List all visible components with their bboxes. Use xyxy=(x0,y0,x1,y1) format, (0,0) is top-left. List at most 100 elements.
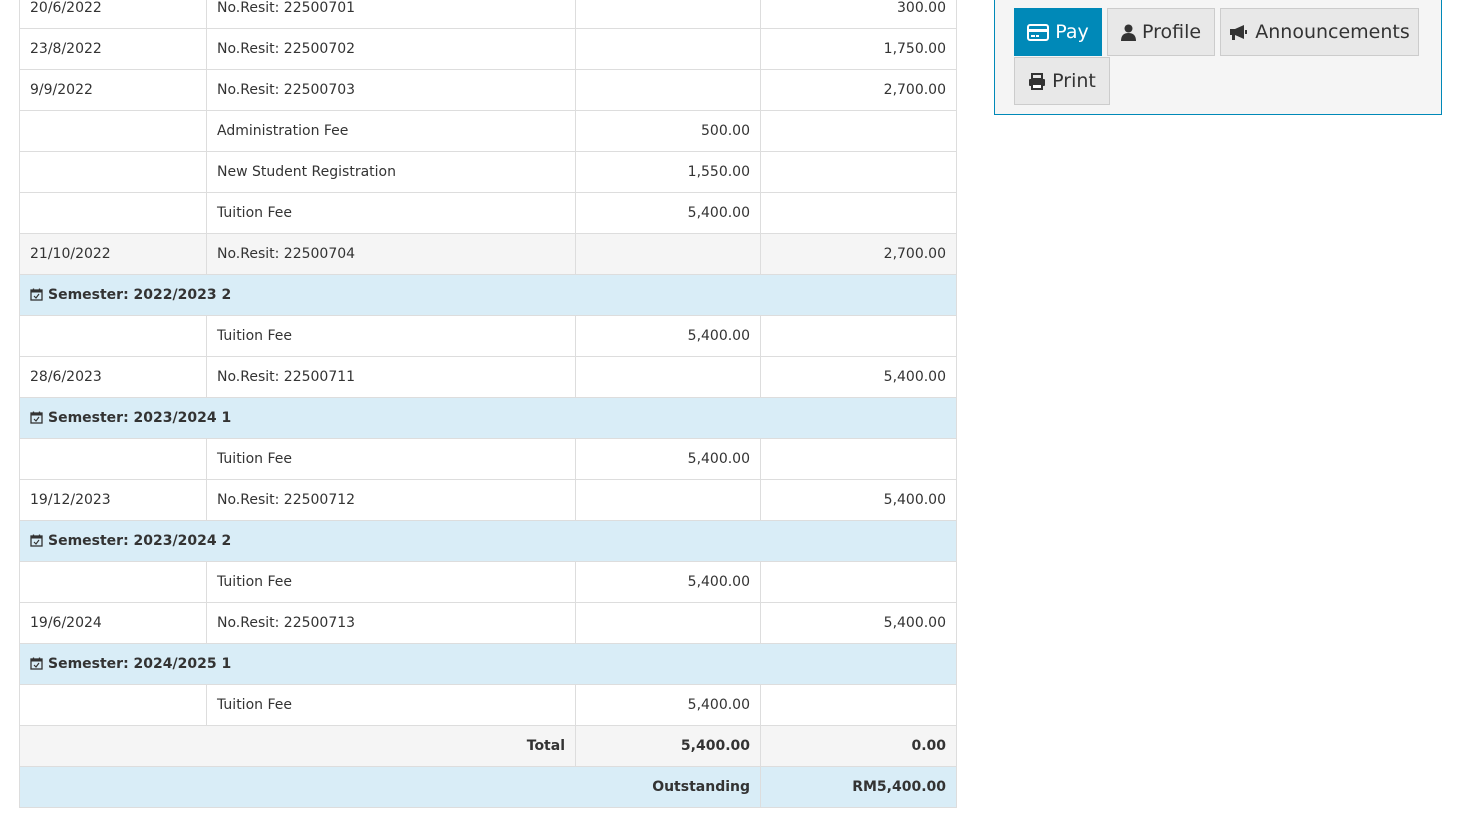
table-row: 23/8/2022 No.Resit: 22500702 1,750.00 xyxy=(19,28,957,70)
date-cell: 28/6/2023 xyxy=(19,356,207,398)
description-cell: Tuition Fee xyxy=(206,684,576,726)
debit-cell xyxy=(575,602,761,644)
table-row: Tuition Fee 5,400.00 xyxy=(19,684,957,726)
semester-header-row: Semester: 2023/2024 1 xyxy=(19,397,957,439)
semester-header-row: Semester: 2022/2023 2 xyxy=(19,274,957,316)
description-cell: Tuition Fee xyxy=(206,192,576,234)
debit-cell xyxy=(575,479,761,521)
table-row: 21/10/2022 No.Resit: 22500704 2,700.00 xyxy=(19,233,957,275)
total-row: Total 5,400.00 0.00 xyxy=(19,725,957,767)
date-cell xyxy=(19,192,207,234)
outstanding-amount: RM5,400.00 xyxy=(760,766,957,808)
calendar-check-icon xyxy=(30,411,43,424)
table-row: Administration Fee 500.00 xyxy=(19,110,957,152)
description-cell: Tuition Fee xyxy=(206,315,576,357)
semester-label: Semester: 2023/2024 2 xyxy=(48,533,232,549)
table-row: New Student Registration 1,550.00 xyxy=(19,151,957,193)
date-cell: 21/10/2022 xyxy=(19,233,207,275)
table-row: 9/9/2022 No.Resit: 22500703 2,700.00 xyxy=(19,69,957,111)
print-button[interactable]: Print xyxy=(1014,57,1110,105)
debit-cell: 5,400.00 xyxy=(575,684,761,726)
description-cell: No.Resit: 22500702 xyxy=(206,28,576,70)
table-row: 19/12/2023 No.Resit: 22500712 5,400.00 xyxy=(19,479,957,521)
debit-cell: 5,400.00 xyxy=(575,315,761,357)
table-row: Tuition Fee 5,400.00 xyxy=(19,315,957,357)
debit-cell: 5,400.00 xyxy=(575,192,761,234)
semester-label: Semester: 2022/2023 2 xyxy=(48,287,232,303)
table-row: 19/6/2024 No.Resit: 22500713 5,400.00 xyxy=(19,602,957,644)
table-row: Tuition Fee 5,400.00 xyxy=(19,561,957,603)
date-cell xyxy=(19,110,207,152)
description-cell: No.Resit: 22500713 xyxy=(206,602,576,644)
total-credit: 0.00 xyxy=(760,725,957,767)
semester-header-row: Semester: 2024/2025 1 xyxy=(19,643,957,685)
semester-label: Semester: 2024/2025 1 xyxy=(48,656,232,672)
profile-label: Profile xyxy=(1141,21,1202,43)
date-cell xyxy=(19,561,207,603)
announcements-label: Announcements xyxy=(1255,21,1410,43)
date-cell xyxy=(19,315,207,357)
date-cell xyxy=(19,438,207,480)
pay-label: Pay xyxy=(1055,21,1089,43)
credit-cell: 2,700.00 xyxy=(760,233,957,275)
date-cell: 9/9/2022 xyxy=(19,69,207,111)
credit-cell: 1,750.00 xyxy=(760,28,957,70)
table-row: Tuition Fee 5,400.00 xyxy=(19,192,957,234)
debit-cell: 500.00 xyxy=(575,110,761,152)
credit-cell: 5,400.00 xyxy=(760,356,957,398)
description-cell: No.Resit: 22500711 xyxy=(206,356,576,398)
semester-label: Semester: 2023/2024 1 xyxy=(48,410,232,426)
credit-cell xyxy=(760,151,957,193)
date-cell xyxy=(19,684,207,726)
credit-cell: 2,700.00 xyxy=(760,69,957,111)
date-cell: 20/6/2022 xyxy=(19,0,207,29)
total-label: Total xyxy=(19,725,576,767)
credit-cell xyxy=(760,438,957,480)
description-cell: No.Resit: 22500712 xyxy=(206,479,576,521)
debit-cell: 5,400.00 xyxy=(575,561,761,603)
date-cell: 19/6/2024 xyxy=(19,602,207,644)
date-cell: 19/12/2023 xyxy=(19,479,207,521)
description-cell: Tuition Fee xyxy=(206,438,576,480)
total-debit: 5,400.00 xyxy=(575,725,761,767)
credit-cell xyxy=(760,561,957,603)
calendar-check-icon xyxy=(30,534,43,547)
announcements-button[interactable]: Announcements xyxy=(1220,8,1419,56)
pay-button[interactable]: Pay xyxy=(1014,8,1102,56)
semester-header-row: Semester: 2023/2024 2 xyxy=(19,520,957,562)
outstanding-label: Outstanding xyxy=(19,766,761,808)
credit-cell: 300.00 xyxy=(760,0,957,29)
description-cell: No.Resit: 22500703 xyxy=(206,69,576,111)
credit-card-icon xyxy=(1027,23,1050,41)
credit-cell: 5,400.00 xyxy=(760,479,957,521)
debit-cell xyxy=(575,28,761,70)
debit-cell xyxy=(575,69,761,111)
description-cell: No.Resit: 22500701 xyxy=(206,0,576,29)
debit-cell: 5,400.00 xyxy=(575,438,761,480)
description-cell: New Student Registration xyxy=(206,151,576,193)
debit-cell xyxy=(575,356,761,398)
credit-cell xyxy=(760,110,957,152)
description-cell: Administration Fee xyxy=(206,110,576,152)
credit-cell xyxy=(760,684,957,726)
table-row: Tuition Fee 5,400.00 xyxy=(19,438,957,480)
credit-cell: 5,400.00 xyxy=(760,602,957,644)
table-row: 20/6/2022 No.Resit: 22500701 300.00 xyxy=(19,0,957,29)
debit-cell xyxy=(575,233,761,275)
debit-cell xyxy=(575,0,761,29)
user-icon xyxy=(1120,24,1136,41)
actions-panel: Pay Profile Announcements Print xyxy=(994,0,1442,115)
debit-cell: 1,550.00 xyxy=(575,151,761,193)
date-cell: 23/8/2022 xyxy=(19,28,207,70)
calendar-check-icon xyxy=(30,657,43,670)
print-icon xyxy=(1029,72,1046,90)
table-row: 28/6/2023 No.Resit: 22500711 5,400.00 xyxy=(19,356,957,398)
profile-button[interactable]: Profile xyxy=(1107,8,1215,56)
credit-cell xyxy=(760,315,957,357)
date-cell xyxy=(19,151,207,193)
credit-cell xyxy=(760,192,957,234)
bullhorn-icon xyxy=(1230,24,1248,40)
outstanding-row: Outstanding RM5,400.00 xyxy=(19,766,957,808)
statement-table: 20/6/2022 No.Resit: 22500701 300.00 23/8… xyxy=(19,0,957,808)
description-cell: Tuition Fee xyxy=(206,561,576,603)
